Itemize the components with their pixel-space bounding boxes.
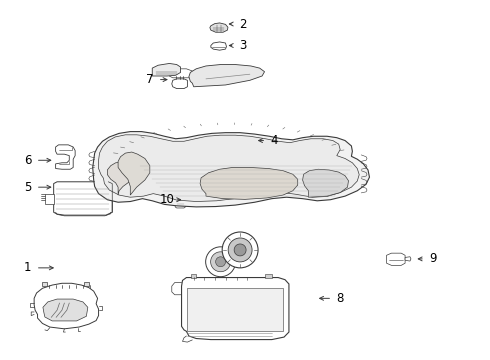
Polygon shape bbox=[170, 69, 192, 78]
Text: 4: 4 bbox=[270, 134, 278, 147]
Text: 5: 5 bbox=[24, 181, 31, 194]
Circle shape bbox=[216, 257, 225, 267]
Circle shape bbox=[211, 252, 231, 272]
Text: 9: 9 bbox=[429, 252, 437, 265]
Text: 7: 7 bbox=[146, 73, 153, 86]
Polygon shape bbox=[187, 288, 283, 330]
Polygon shape bbox=[107, 162, 138, 195]
Circle shape bbox=[206, 247, 236, 277]
Polygon shape bbox=[210, 23, 228, 32]
Polygon shape bbox=[84, 282, 89, 286]
Text: 10: 10 bbox=[159, 193, 174, 206]
Circle shape bbox=[222, 232, 258, 268]
Polygon shape bbox=[118, 152, 150, 195]
Polygon shape bbox=[175, 202, 185, 208]
Polygon shape bbox=[43, 282, 48, 286]
Polygon shape bbox=[152, 63, 181, 76]
Polygon shape bbox=[43, 299, 88, 321]
Circle shape bbox=[234, 244, 246, 256]
Text: 6: 6 bbox=[24, 154, 31, 167]
Polygon shape bbox=[45, 194, 54, 204]
Polygon shape bbox=[200, 167, 298, 199]
Polygon shape bbox=[93, 132, 369, 207]
Text: 2: 2 bbox=[239, 18, 246, 31]
Polygon shape bbox=[34, 283, 98, 329]
Circle shape bbox=[228, 238, 252, 262]
Polygon shape bbox=[211, 42, 226, 50]
Polygon shape bbox=[172, 79, 187, 89]
Text: 1: 1 bbox=[24, 261, 31, 274]
Text: 8: 8 bbox=[337, 292, 344, 305]
Polygon shape bbox=[189, 64, 265, 87]
Polygon shape bbox=[55, 145, 75, 169]
Text: 3: 3 bbox=[239, 39, 246, 52]
Polygon shape bbox=[405, 257, 411, 261]
Polygon shape bbox=[54, 182, 112, 215]
Polygon shape bbox=[265, 274, 272, 278]
Polygon shape bbox=[387, 253, 405, 265]
Polygon shape bbox=[98, 135, 359, 202]
Polygon shape bbox=[303, 169, 348, 197]
Polygon shape bbox=[191, 274, 196, 278]
Polygon shape bbox=[182, 278, 289, 339]
